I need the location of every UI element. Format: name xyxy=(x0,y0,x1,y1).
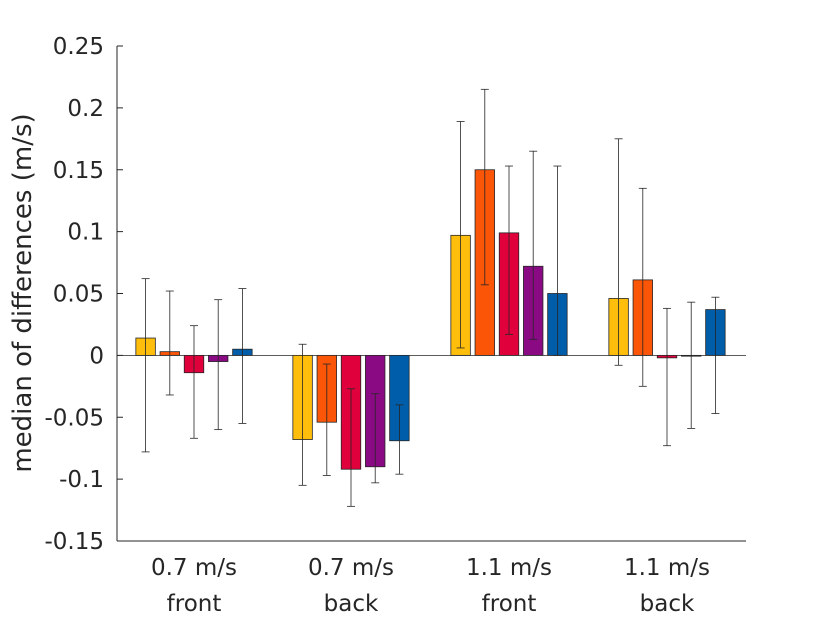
x-tick-label: 0.7 m/s xyxy=(308,555,394,581)
y-tick-label: 0.05 xyxy=(53,282,104,308)
x-tick-label: front xyxy=(167,591,222,617)
y-tick-label: 0.2 xyxy=(67,96,104,122)
x-tick-label: front xyxy=(482,591,537,617)
bars xyxy=(135,169,726,470)
x-tick-label: back xyxy=(640,591,695,617)
x-tick-label: 1.1 m/s xyxy=(624,555,710,581)
x-tick-label: 0.7 m/s xyxy=(151,555,237,581)
x-axis: 0.7 m/s front 0.7 m/s back 1.1 m/s front 1.1 m… xyxy=(151,555,710,617)
y-tick-label: 0 xyxy=(89,343,104,369)
x-tick-label: back xyxy=(324,591,379,617)
y-tick-label: 0.1 xyxy=(67,220,104,246)
y-tick-label: 0.25 xyxy=(53,34,104,60)
y-tick-label: -0.1 xyxy=(59,467,104,493)
y-axis-label: median of differences (m/s) xyxy=(8,113,38,472)
error-bars xyxy=(141,88,720,507)
x-tick-label: 1.1 m/s xyxy=(466,555,552,581)
y-tick-label: -0.05 xyxy=(44,405,104,431)
y-axis: -0.15 -0.1 -0.05 0 0.05 0.1 0.15 0.2 0.25 xyxy=(44,34,746,555)
y-tick-label: 0.15 xyxy=(53,158,104,184)
y-tick-label: -0.15 xyxy=(44,529,104,555)
